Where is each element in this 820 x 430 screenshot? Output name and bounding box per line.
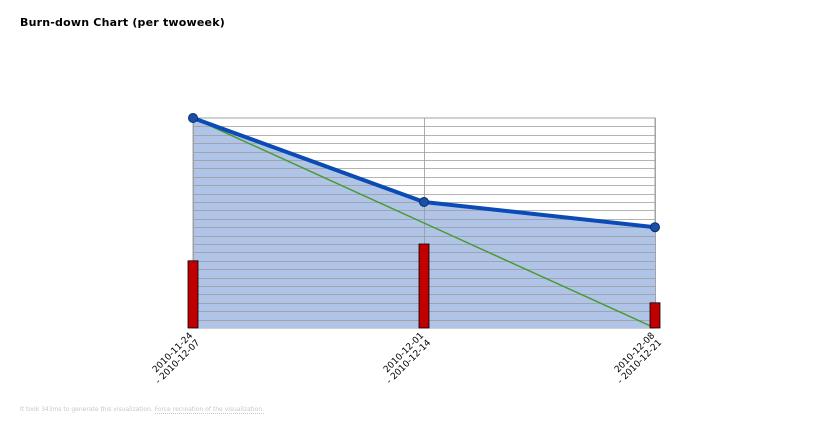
- ideal-burndown-line: [192, 117, 656, 329]
- chart-title: Burn-down Chart (per twoweek): [20, 16, 225, 29]
- footer-text: It took 343ms to generate this visualiza…: [20, 406, 153, 413]
- force-recreation-link[interactable]: Force recreation of the visualization.: [154, 406, 265, 414]
- data-point-marker: [419, 197, 429, 207]
- x-tick-label: 2010-12-01- 2010-12-14: [382, 331, 433, 386]
- data-point-marker: [188, 113, 198, 123]
- data-point-marker: [650, 222, 660, 233]
- bar: [187, 260, 199, 329]
- bar: [649, 302, 661, 329]
- bar: [418, 243, 430, 329]
- ideal-line-layer: [192, 117, 656, 329]
- actual-line-layer: [188, 113, 660, 233]
- x-axis-labels: 2010-11-24- 2010-12-07 2010-12-01- 2010-1…: [151, 331, 664, 387]
- x-tick-label: 2010-12-08- 2010-12-21: [613, 331, 664, 387]
- bar-layer: [187, 243, 661, 329]
- x-tick-label: 2010-11-24- 2010-12-07: [151, 331, 202, 387]
- footer: It took 343ms to generate this visualiza…: [20, 406, 265, 414]
